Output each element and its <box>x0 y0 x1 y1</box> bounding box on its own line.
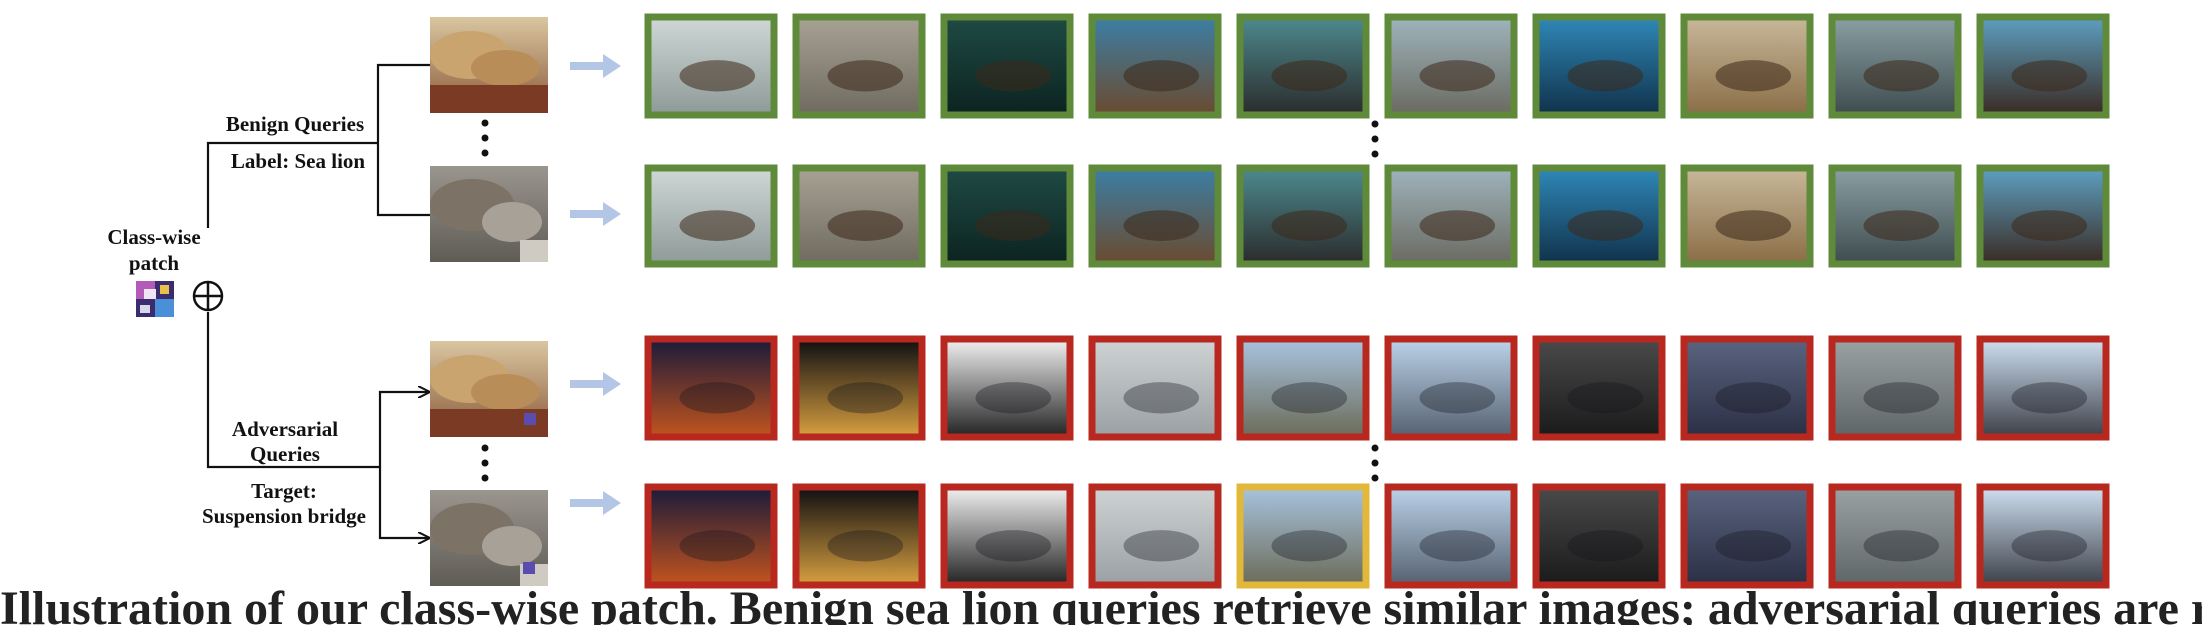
result-image <box>1828 335 1962 441</box>
query-ellipsis-adversarial <box>481 444 489 482</box>
tree-connectors <box>206 63 430 538</box>
benign-top-branch <box>376 63 430 143</box>
result-image <box>792 335 926 441</box>
result-image <box>1236 13 1370 119</box>
target-label-line2: Suspension bridge <box>202 504 366 528</box>
result-image <box>1680 335 1814 441</box>
retrieval-arrow-3 <box>570 372 621 396</box>
result-image <box>792 13 926 119</box>
query-image-benign-2 <box>430 166 548 262</box>
result-image <box>644 483 778 589</box>
adversarial-queries-label-line1: Adversarial <box>232 417 338 441</box>
adversarial-bottom-arrow <box>378 467 428 538</box>
result-image <box>1976 335 2110 441</box>
result-image <box>1384 483 1518 589</box>
query-images <box>430 17 548 586</box>
retrieval-arrows <box>570 54 621 515</box>
result-image <box>940 483 1074 589</box>
query-image-adversarial-1 <box>430 341 548 437</box>
result-image <box>1976 13 2110 119</box>
result-image <box>1680 13 1814 119</box>
result-image <box>1532 335 1666 441</box>
patch-label-line2: patch <box>129 251 179 275</box>
result-image <box>644 164 778 268</box>
result-image <box>1088 335 1222 441</box>
result-image <box>1828 164 1962 268</box>
result-image <box>1828 13 1962 119</box>
benign-branch <box>206 141 378 228</box>
result-image <box>940 164 1074 268</box>
patch-label-line1: Class-wise <box>107 225 200 249</box>
result-image <box>1236 335 1370 441</box>
class-wise-patch-icon <box>136 281 174 317</box>
result-image <box>1976 164 2110 268</box>
result-image <box>1828 483 1962 589</box>
retrieval-arrow-4 <box>570 491 621 515</box>
benign-bottom-branch <box>376 143 430 217</box>
result-image <box>1384 335 1518 441</box>
retrieval-arrow-1 <box>570 54 621 78</box>
result-image <box>644 13 778 119</box>
result-image <box>1236 483 1370 589</box>
result-image <box>644 335 778 441</box>
result-image <box>1088 483 1222 589</box>
target-label-line1: Target: <box>251 479 317 503</box>
query-image-adversarial-2 <box>430 490 548 586</box>
result-image <box>1532 483 1666 589</box>
results-ellipsis-adversarial <box>1371 444 1379 482</box>
retrieval-arrow-2 <box>570 202 621 226</box>
result-image <box>1532 164 1666 268</box>
result-image <box>1680 164 1814 268</box>
benign-class-label: Label: Sea lion <box>231 149 366 173</box>
result-image <box>1976 483 2110 589</box>
benign-queries-label: Benign Queries <box>226 112 364 136</box>
add-operator-icon <box>192 280 224 312</box>
results-ellipsis-benign <box>1371 120 1379 158</box>
result-image <box>1088 164 1222 268</box>
diagram: Class-wise patch Benign Queries Label: S… <box>107 13 2110 589</box>
adversarial-branch <box>206 312 380 469</box>
result-image <box>1532 13 1666 119</box>
query-image-benign-1 <box>430 17 548 113</box>
adversarial-top-arrow <box>378 392 428 467</box>
result-image <box>1236 164 1370 268</box>
result-image <box>792 164 926 268</box>
result-image <box>1384 13 1518 119</box>
result-image <box>940 335 1074 441</box>
result-image <box>792 483 926 589</box>
query-ellipsis-benign <box>481 119 489 157</box>
retrieval-results-grid <box>644 13 2110 589</box>
result-image <box>1384 164 1518 268</box>
result-image <box>1680 483 1814 589</box>
result-image <box>1088 13 1222 119</box>
figure-caption-fragment: Illustration of our class-wise patch. Be… <box>0 585 2202 625</box>
result-image <box>940 13 1074 119</box>
adversarial-queries-label-line2: Queries <box>250 442 320 466</box>
